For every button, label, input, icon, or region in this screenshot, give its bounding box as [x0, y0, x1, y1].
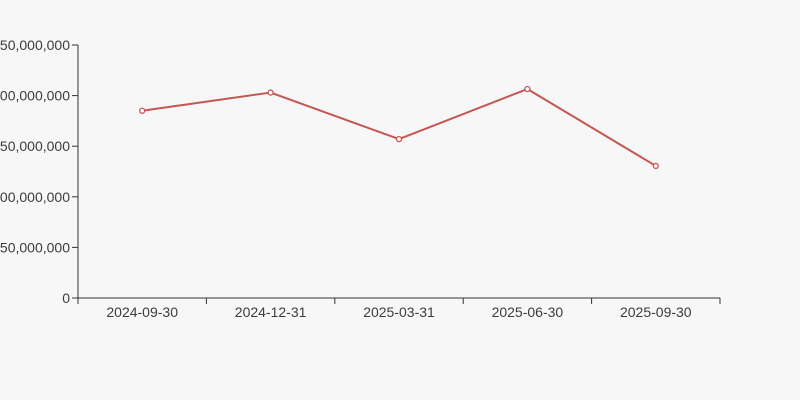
- y-tick-label: 0: [62, 290, 70, 306]
- x-tick-label: 2024-09-30: [106, 304, 178, 320]
- y-tick-label: 50,000,000: [0, 239, 70, 255]
- data-point-marker[interactable]: [395, 135, 403, 143]
- data-point-marker[interactable]: [524, 85, 531, 93]
- x-tick-label: 2025-06-30: [492, 304, 564, 320]
- y-tick-label: 250,000,000: [0, 37, 70, 53]
- series-line: [141, 88, 657, 167]
- data-point-marker[interactable]: [652, 162, 659, 170]
- x-tick-label: 2025-09-30: [620, 304, 692, 320]
- y-tick-label: 200,000,000: [0, 88, 70, 104]
- y-tick-label: 100,000,000: [0, 189, 70, 205]
- data-point-marker[interactable]: [267, 89, 274, 96]
- x-tick-label: 2024-12-31: [235, 304, 307, 320]
- x-tick-label: 2025-03-31: [363, 304, 435, 320]
- y-tick-label: 150,000,000: [0, 138, 70, 154]
- data-point-marker[interactable]: [139, 107, 146, 114]
